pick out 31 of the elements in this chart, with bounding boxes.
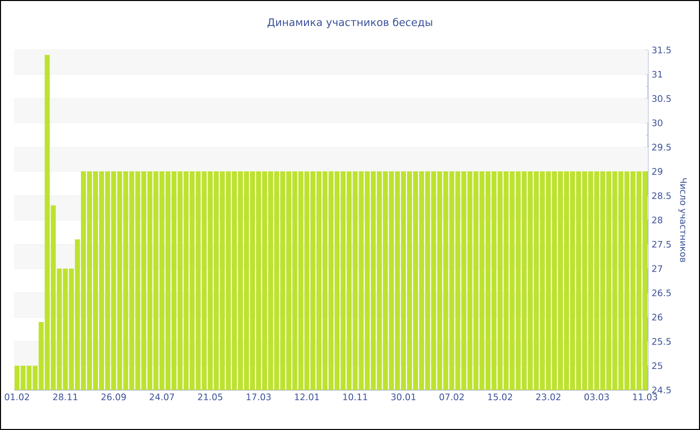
y-tick-label: 30 xyxy=(652,119,662,126)
y-tick-label: 30.5 xyxy=(652,95,671,102)
y-tick-label: 25 xyxy=(652,362,662,370)
y-axis-title: Число участников xyxy=(678,178,687,262)
x-tick-label: 01.02 xyxy=(4,394,29,400)
chart-title: Динамика участников беседы xyxy=(268,18,432,28)
x-tick-label: 12.01 xyxy=(295,394,319,400)
y-tick-label: 27.5 xyxy=(652,240,671,248)
y-tick-label: 25.5 xyxy=(652,338,671,345)
y-tick-label: 26.5 xyxy=(652,289,671,296)
y-tick-label: 29 xyxy=(652,168,662,175)
y-tick-label: 24.5 xyxy=(652,386,671,394)
x-tick-label: 11.03 xyxy=(633,394,658,400)
x-tick-label: 17.03 xyxy=(246,394,271,400)
x-tick-label: 28.11 xyxy=(53,394,78,400)
x-tick-label: 30.01 xyxy=(391,394,416,400)
x-tick-label: 23.02 xyxy=(536,394,560,400)
x-tick-label: 03.03 xyxy=(584,394,609,400)
x-tick-label: 26.09 xyxy=(101,394,126,400)
x-tick-label: 24.07 xyxy=(150,394,174,400)
y-tick-label: 31.5 xyxy=(652,46,671,54)
y-tick-label: 28.5 xyxy=(652,192,671,200)
x-tick-label: 10.11 xyxy=(343,394,368,400)
y-tick-label: 28 xyxy=(652,216,662,224)
y-tick-label: 27 xyxy=(652,265,662,272)
y-tick-label: 26 xyxy=(652,314,662,321)
x-tick-label: 15.02 xyxy=(488,394,512,400)
x-tick-label: 07.02 xyxy=(440,394,464,400)
y-tick-label: 31 xyxy=(652,70,662,78)
x-tick-label: 21.05 xyxy=(198,394,222,400)
y-tick-label: 29.5 xyxy=(652,144,671,151)
